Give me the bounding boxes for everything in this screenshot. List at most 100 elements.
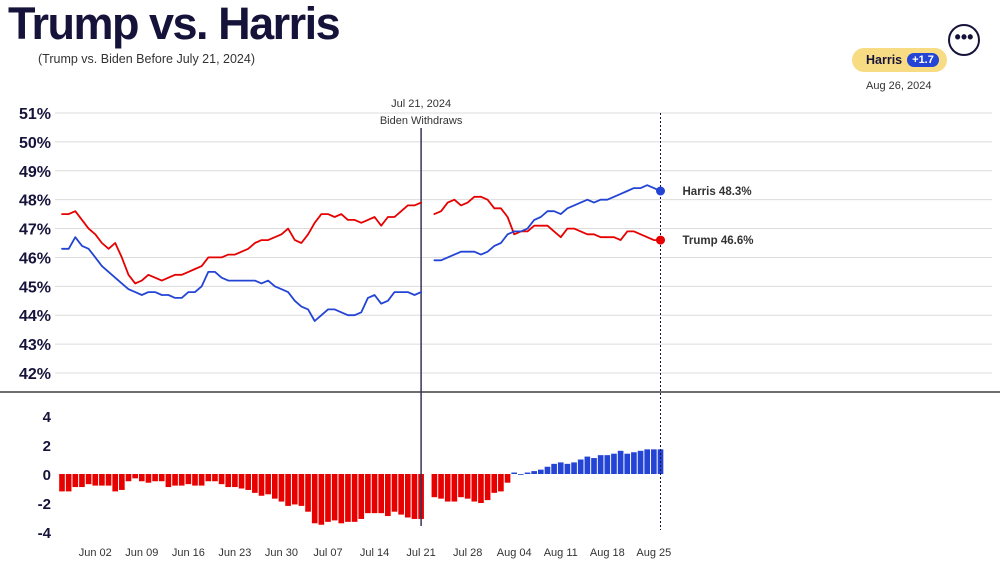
spread-bar xyxy=(637,450,644,474)
y-tick-label: 48% xyxy=(19,193,51,210)
bar-y-tick-label: -2 xyxy=(38,496,51,513)
y-tick-label: 42% xyxy=(19,366,51,383)
y-tick-label: 43% xyxy=(19,337,51,354)
spread-bar xyxy=(398,474,404,515)
spread-bar xyxy=(498,474,504,492)
x-tick-label: Jun 09 xyxy=(125,547,158,559)
spread-bar xyxy=(72,474,79,488)
spread-bar xyxy=(438,474,444,499)
spread-bar xyxy=(112,474,119,492)
spread-bar xyxy=(404,474,411,518)
spread-bar xyxy=(105,474,112,486)
spread-bar xyxy=(278,474,285,502)
bar-y-tick-label: 2 xyxy=(43,438,51,455)
leader-date: Aug 26, 2024 xyxy=(866,80,932,92)
spread-bar xyxy=(351,474,358,522)
bar-y-tick-label: 0 xyxy=(43,467,51,484)
spread-bar xyxy=(225,474,232,488)
spread-bar xyxy=(631,452,637,474)
x-tick-label: Jul 21 xyxy=(406,547,435,559)
spread-bar xyxy=(65,474,72,492)
spread-bar xyxy=(458,474,464,498)
spread-bar xyxy=(305,474,311,512)
page-title: Trump vs. Harris xyxy=(8,0,341,49)
bar-y-tick-label: 4 xyxy=(43,409,52,426)
spread-bar xyxy=(511,472,518,474)
harris-end-label: Harris 48.3% xyxy=(683,186,752,198)
spread-bar xyxy=(371,474,378,514)
spread-bar xyxy=(537,469,544,474)
x-tick-label: Jul 28 xyxy=(453,547,482,559)
spread-bar xyxy=(165,474,172,488)
spread-bar xyxy=(238,474,245,489)
trump-line xyxy=(433,195,662,242)
spread-bar xyxy=(311,474,318,524)
spread-bar xyxy=(218,474,225,485)
spread-bar xyxy=(325,474,331,522)
spread-bar xyxy=(611,453,617,474)
withdraw-date-label: Jul 21, 2024 xyxy=(391,98,451,110)
spread-bar xyxy=(192,474,198,486)
harris-line xyxy=(61,236,423,322)
y-tick-label: 47% xyxy=(19,222,51,239)
more-options-button[interactable]: ••• xyxy=(948,24,980,56)
spread-bar xyxy=(584,456,591,474)
spread-bar xyxy=(651,449,657,474)
trump-end-dot xyxy=(656,235,665,245)
spread-bar xyxy=(604,455,611,474)
spread-bar xyxy=(158,474,165,482)
spread-bar xyxy=(491,474,498,493)
spread-bar xyxy=(125,474,132,482)
x-tick-label: Jun 02 xyxy=(79,547,112,559)
spread-bar xyxy=(557,462,564,474)
leader-spread-badge: +1.7 xyxy=(907,53,939,67)
spread-bar xyxy=(119,474,125,490)
spread-bar xyxy=(358,474,365,519)
spread-bar xyxy=(198,474,205,486)
spread-bar xyxy=(285,474,291,506)
spread-bar xyxy=(544,466,551,474)
leader-name: Harris xyxy=(866,53,903,67)
spread-bar xyxy=(478,474,484,503)
x-tick-label: Aug 25 xyxy=(636,547,671,559)
bar-y-tick-label: -4 xyxy=(38,525,52,542)
x-tick-label: Jul 07 xyxy=(313,547,342,559)
y-tick-label: 51% xyxy=(19,106,51,123)
x-tick-label: Aug 04 xyxy=(497,547,532,559)
spread-bar xyxy=(617,450,624,474)
y-tick-label: 44% xyxy=(19,308,51,325)
spread-bar xyxy=(252,474,258,493)
leader-badge: Harris +1.7 xyxy=(852,48,947,72)
page-subtitle: (Trump vs. Biden Before July 21, 2024) xyxy=(38,52,255,66)
spread-bar xyxy=(205,474,212,482)
spread-bar xyxy=(451,474,458,502)
spread-bar xyxy=(391,474,398,512)
spread-bar xyxy=(577,459,584,474)
spread-bar xyxy=(132,474,138,479)
spread-bar xyxy=(531,471,537,474)
spread-bar xyxy=(331,474,338,521)
spread-bar xyxy=(564,463,571,474)
spread-bar xyxy=(85,474,92,485)
y-tick-label: 45% xyxy=(19,279,51,296)
spread-bar xyxy=(92,474,99,486)
harris-line xyxy=(433,184,662,262)
spread-bar xyxy=(644,449,651,474)
spread-bar xyxy=(318,474,325,525)
spread-bar xyxy=(338,474,345,524)
spread-bar xyxy=(464,474,471,499)
more-options-icon: ••• xyxy=(954,27,974,47)
spread-bar xyxy=(345,474,351,522)
spread-bar xyxy=(138,474,145,482)
spread-bar xyxy=(291,474,298,505)
x-tick-label: Jul 14 xyxy=(360,547,389,559)
spread-bar xyxy=(298,474,305,506)
spread-bar xyxy=(245,474,252,490)
spread-bar xyxy=(265,474,271,495)
spread-bar xyxy=(258,474,265,496)
x-tick-label: Jun 23 xyxy=(218,547,251,559)
spread-bar xyxy=(411,474,418,519)
spread-bar xyxy=(152,474,158,482)
trump-line xyxy=(61,201,423,285)
